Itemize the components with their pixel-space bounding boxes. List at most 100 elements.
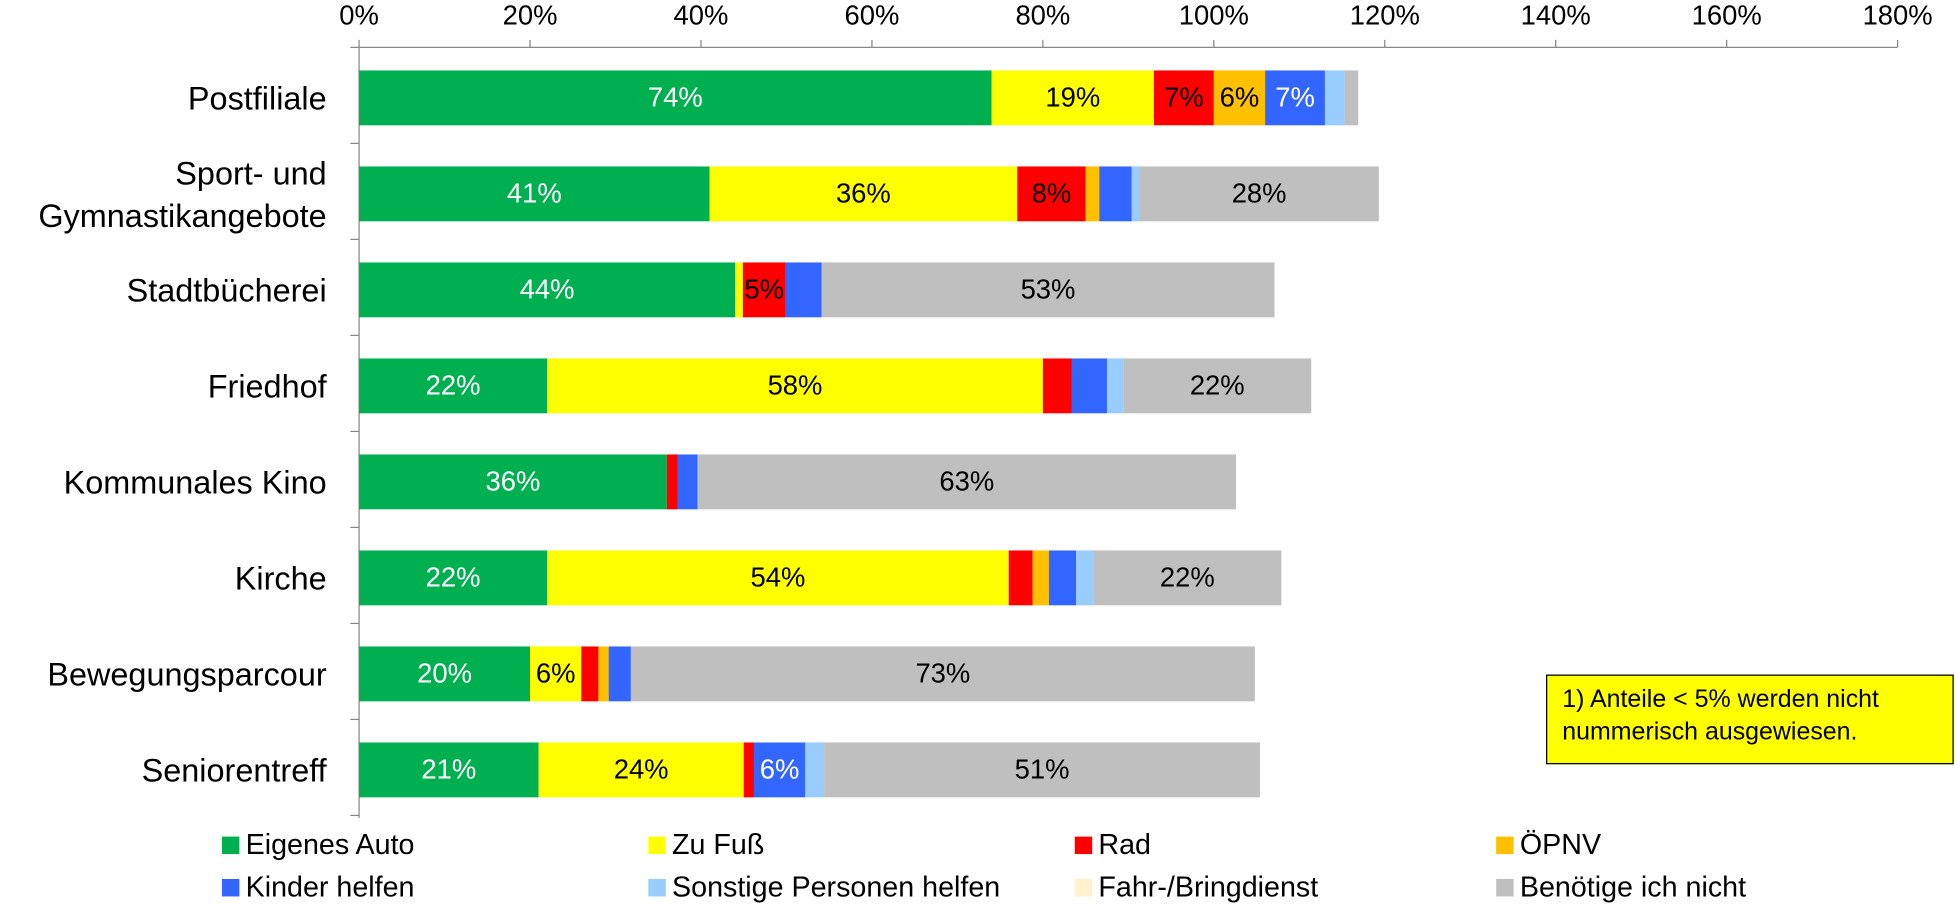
legend-swatch [221, 836, 240, 855]
y-tick-label: Kommunales Kino [63, 463, 327, 501]
bar-segment [1213, 70, 1266, 126]
y-tick-label: Seniorentreff [141, 751, 327, 789]
data-label: 6% [536, 657, 576, 688]
bar-segment [1017, 166, 1086, 222]
bar-segment [1139, 166, 1379, 222]
bar-segment [598, 646, 609, 702]
data-label: 63% [939, 465, 994, 496]
bar-segment [805, 742, 825, 798]
bar-segment [630, 646, 1255, 702]
bar-segment [697, 454, 1237, 510]
legend-swatch [1496, 836, 1514, 855]
bar-segment [1042, 358, 1072, 414]
note-line: nummerisch ausgewiesen. [1562, 718, 1858, 746]
data-label: 44% [520, 273, 575, 304]
legend-swatch [1496, 878, 1514, 897]
x-tick-label: 0% [339, 0, 379, 31]
data-label: 5% [744, 273, 784, 304]
bar-segment [1106, 358, 1124, 414]
data-label: 36% [486, 465, 541, 496]
x-tick-label: 160% [1692, 0, 1762, 31]
bar-segment [742, 262, 786, 318]
legend-label: Fahr-/Bringdienst [1098, 872, 1318, 904]
data-label: 22% [426, 369, 481, 400]
legend-swatch [648, 836, 666, 855]
bar-segment [359, 358, 548, 414]
x-tick-label: 120% [1350, 0, 1420, 31]
bar-segment [821, 262, 1275, 318]
x-tick-label: 80% [1015, 0, 1070, 31]
legend-swatch [1074, 878, 1093, 897]
x-tick-label: 180% [1863, 0, 1933, 31]
legend-label: Sonstige Personen helfen [672, 872, 1000, 904]
bar-segment [677, 454, 698, 510]
y-tick-label: Kirche [234, 559, 327, 597]
data-label: 36% [836, 177, 891, 208]
bar-segment [1131, 166, 1140, 222]
bar-segment [359, 70, 992, 126]
legend-label: Eigenes Auto [246, 829, 415, 861]
note-line: 1) Anteile < 5% werden nicht [1562, 685, 1879, 714]
data-label: 8% [1032, 177, 1072, 208]
bar-segment [1048, 550, 1077, 606]
bar-segment [359, 454, 667, 510]
data-label: 22% [1190, 369, 1245, 400]
data-label: 22% [1160, 561, 1215, 592]
bar-segment [547, 358, 1043, 414]
data-label: 58% [768, 369, 823, 400]
data-label: 28% [1232, 177, 1287, 208]
bar-segment [538, 742, 744, 798]
bar-segment [735, 262, 743, 318]
bar-segment [359, 550, 548, 606]
data-label: 19% [1045, 81, 1100, 112]
data-label: 21% [421, 753, 476, 784]
legend-swatch [221, 878, 240, 897]
bar-segment [1071, 358, 1107, 414]
x-tick-label: 20% [503, 0, 558, 31]
data-label: 41% [507, 177, 562, 208]
x-tick-label: 60% [844, 0, 899, 31]
bar-segment [753, 742, 806, 798]
data-label: 74% [648, 81, 703, 112]
bar-segment [1008, 550, 1033, 606]
y-tick-label: Friedhof [207, 367, 327, 405]
bar-segment [1099, 166, 1132, 222]
bar-segment [359, 646, 531, 702]
bar-segment [608, 646, 631, 702]
y-tick-label: Stadtbücherei [126, 271, 327, 309]
bar-segment [1344, 70, 1359, 126]
data-label: 6% [1220, 81, 1260, 112]
legend-label: Rad [1098, 829, 1151, 861]
bar-segment [709, 166, 1018, 222]
bar-segment [824, 742, 1260, 798]
note: 1) Anteile < 5% werden nicht nummerisch … [1546, 674, 1954, 765]
data-label: 6% [760, 753, 800, 784]
data-label: 7% [1164, 81, 1204, 112]
bar-segment [666, 454, 678, 510]
bar-segment [785, 262, 822, 318]
x-tick-label: 140% [1521, 0, 1591, 31]
data-label: 51% [1015, 753, 1070, 784]
bar-segment [1123, 358, 1312, 414]
bar-segment [530, 646, 582, 702]
data-label: 73% [915, 657, 970, 688]
legend-label: Zu Fuß [672, 829, 764, 861]
bar-segment [359, 742, 539, 798]
bar-segment [359, 166, 710, 222]
legend-swatch [1074, 836, 1093, 855]
data-label: 20% [417, 657, 472, 688]
bar-segment [1093, 550, 1282, 606]
data-label: 53% [1021, 273, 1076, 304]
legend-label: Benötige ich nicht [1520, 872, 1746, 904]
bar-segment [1076, 550, 1094, 606]
bar-segment [743, 742, 754, 798]
y-tick-label: Bewegungsparcour [47, 655, 327, 693]
bar-segment [991, 70, 1154, 126]
bar-segment [547, 550, 1009, 606]
data-label: 22% [426, 561, 481, 592]
bar-segment [1265, 70, 1325, 126]
bar-segment [1153, 70, 1214, 126]
data-label: 24% [614, 753, 669, 784]
bar-segment [1032, 550, 1049, 606]
